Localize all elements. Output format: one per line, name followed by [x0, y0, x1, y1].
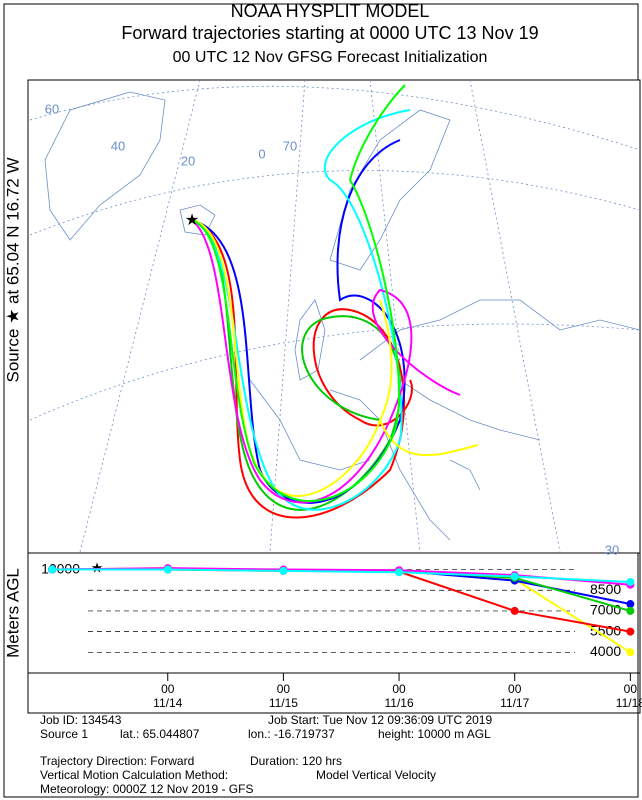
x-tick-label: 11/14	[153, 696, 182, 710]
title-line-3: 00 UTC 12 Nov GFSG Forecast Initializati…	[173, 49, 488, 66]
title-line-1: NOAA HYSPLIT MODEL	[231, 1, 430, 21]
trajectory	[191, 109, 411, 511]
x-tick-label: 11/17	[500, 696, 529, 710]
source-label: Source ★ at 65.04 N 16.72 W	[3, 157, 22, 382]
vertical-method: Vertical Motion Calculation Method:	[40, 768, 228, 782]
x-tick-hour: 00	[161, 682, 175, 696]
footer: Job ID: 134543 Job Start: Tue Nov 12 09:…	[40, 713, 492, 796]
y-tick-label: 10000	[41, 560, 80, 576]
grid-label: 40	[111, 138, 125, 153]
source-star: ★	[91, 560, 104, 576]
height-point	[48, 565, 57, 574]
height-point	[510, 572, 519, 581]
source: Source 1	[40, 727, 88, 741]
x-tick-hour: 00	[624, 682, 638, 696]
lat: lat.: 65.044807	[120, 727, 200, 741]
x-tick-hour: 00	[508, 682, 522, 696]
meteorology: Meteorology: 0000Z 12 Nov 2019 - GFS	[40, 782, 253, 796]
trajectory	[191, 219, 402, 511]
vertical-value: Model Vertical Velocity	[316, 768, 436, 782]
x-tick-label: 11/16	[384, 696, 413, 710]
height: height: 10000 m AGL	[378, 727, 491, 741]
height-point	[626, 606, 635, 615]
map-panel: ★ Source ★ at 65.04 N 16.72 W	[3, 79, 641, 554]
height-line	[52, 567, 631, 654]
y-tick-label: 8500	[590, 581, 621, 597]
x-tick-label: 11/18	[616, 696, 642, 710]
height-point	[510, 606, 519, 615]
grid-label: 0	[258, 146, 265, 161]
trajectory	[191, 219, 413, 519]
grid-label: 20	[181, 153, 195, 168]
height-point	[626, 600, 635, 609]
source-star: ★	[185, 212, 199, 229]
y-tick-label: 4000	[590, 643, 621, 659]
trajectory	[191, 219, 461, 504]
height-point	[626, 648, 635, 657]
lon: lon.: -16.719737	[248, 727, 335, 741]
grid-label: 60	[45, 101, 59, 116]
height-point	[395, 568, 404, 577]
grid-label: 30	[605, 542, 619, 557]
y-axis-label: Meters AGL	[3, 568, 22, 658]
trajectory	[191, 84, 406, 502]
height-line	[52, 568, 631, 633]
x-tick-label: 11/15	[269, 696, 298, 710]
map-frame	[27, 79, 641, 554]
height-point	[626, 577, 635, 586]
x-tick-hour: 00	[392, 682, 406, 696]
height-point	[279, 566, 288, 575]
trajectory	[191, 219, 479, 497]
grid-label: 70	[283, 138, 297, 153]
height-point	[626, 627, 635, 636]
height-point	[163, 565, 172, 574]
x-tick-hour: 00	[277, 682, 291, 696]
title-line-2: Forward trajectories starting at 0000 UT…	[121, 23, 538, 43]
job-id: Job ID: 134543	[40, 713, 122, 727]
time-axis-frame	[27, 672, 641, 714]
duration: Duration: 120 hrs	[250, 754, 342, 768]
job-start: Job Start: Tue Nov 12 09:36:09 UTC 2019	[268, 713, 492, 727]
graticule	[29, 79, 641, 553]
direction: Trajectory Direction: Forward	[40, 754, 194, 768]
height-line	[52, 568, 631, 583]
